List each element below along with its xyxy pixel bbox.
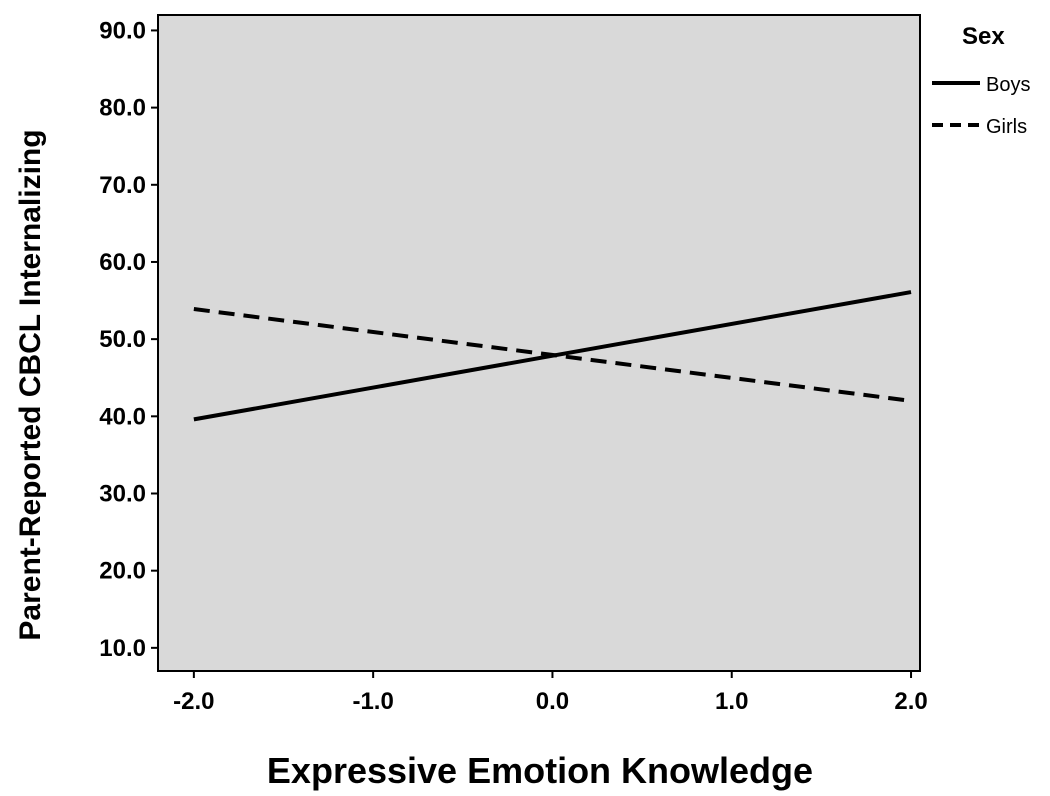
y-tick-label: 70.0 [99, 172, 146, 199]
x-axis: -2.0 -1.0 0.0 1.0 2.0 [173, 671, 928, 715]
x-tick-label: 0.0 [536, 688, 569, 715]
legend-label-girls: Girls [986, 116, 1027, 138]
y-tick-label: 40.0 [99, 403, 146, 430]
legend: Sex Boys Girls [932, 23, 1030, 138]
y-tick-label: 80.0 [99, 95, 146, 122]
x-axis-title: Expressive Emotion Knowledge [267, 750, 813, 791]
series-line-girls [193, 307, 912, 403]
x-tick-label: 1.0 [715, 688, 748, 715]
y-tick-label: 50.0 [99, 326, 146, 353]
plot-area [157, 14, 921, 672]
x-tick-label: 2.0 [894, 688, 927, 715]
legend-label-boys: Boys [986, 74, 1030, 96]
y-tick-label: 60.0 [99, 249, 146, 276]
y-tick-label: 20.0 [99, 558, 146, 585]
y-tick-label: 10.0 [99, 635, 146, 662]
x-tick-label: -1.0 [352, 688, 393, 715]
y-tick-label: 90.0 [99, 17, 146, 44]
y-axis-title: Parent-Reported CBCL Internalizing [14, 129, 47, 640]
x-tick-label: -2.0 [173, 688, 214, 715]
legend-title: Sex [962, 23, 1005, 50]
y-axis: 10.0 20.0 30.0 40.0 50.0 60.0 70.0 80.0 90.0 [99, 17, 158, 662]
series-layer [193, 290, 912, 422]
y-tick-label: 30.0 [99, 480, 146, 507]
